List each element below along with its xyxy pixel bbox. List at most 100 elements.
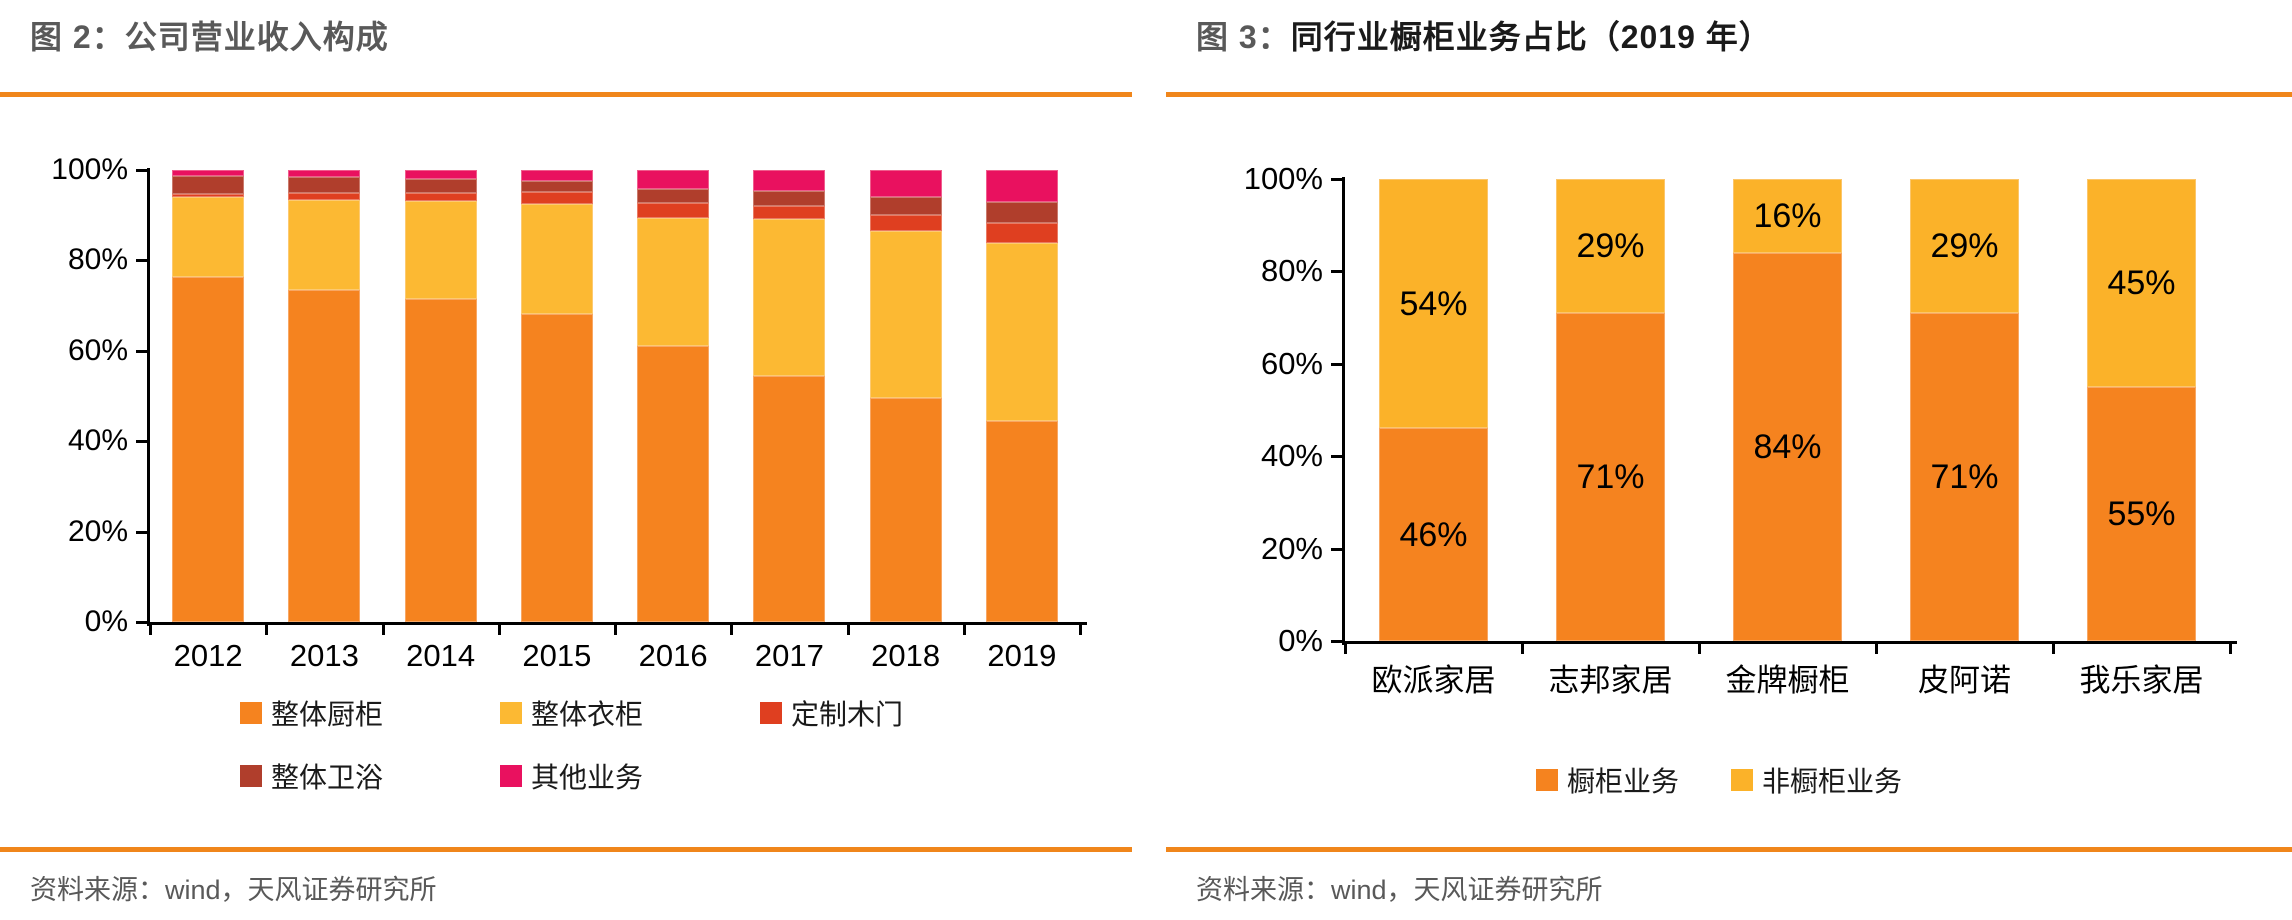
x-tick — [1521, 644, 1524, 654]
bar-segment-整体衣柜 — [869, 231, 942, 399]
legend: 橱柜业务 非橱柜业务 — [1146, 760, 2292, 800]
legend-label-定制木门: 定制木门 — [791, 699, 904, 730]
bar-segment-整体厨柜 — [637, 346, 710, 622]
bar-2012 — [172, 170, 245, 622]
x-tick — [149, 625, 152, 635]
x-tick — [2229, 644, 2232, 654]
bar-2013 — [288, 170, 361, 622]
bar-value-label: 46% — [1399, 515, 1468, 554]
legend-label-整体卫浴: 整体卫浴 — [271, 762, 384, 793]
bar-segment-橱柜业务 — [1378, 428, 1489, 641]
legend-swatch-整体卫浴 — [240, 765, 262, 787]
bar-segment-非橱柜业务 — [2086, 179, 2197, 387]
footer-divider-right — [1166, 847, 2292, 852]
x-tick — [265, 625, 269, 635]
bar-segment-其他业务 — [172, 170, 245, 176]
bar-segment-整体卫浴 — [288, 176, 361, 193]
legend-item-橱柜业务: 橱柜业务 — [1535, 760, 1679, 800]
bar-segment-定制木门 — [404, 192, 477, 202]
x-tick — [1079, 625, 1082, 635]
bar-segment-其他业务 — [637, 170, 710, 189]
y-tick — [136, 621, 147, 624]
bar-segment-其他业务 — [404, 170, 477, 179]
y-tick-label: 100% — [1243, 161, 1323, 196]
x-tick — [730, 625, 734, 635]
legend-label-其他业务: 其他业务 — [531, 762, 644, 793]
bar-2014 — [404, 170, 477, 622]
bar-segment-其他业务 — [985, 170, 1058, 203]
bar-segment-定制木门 — [637, 202, 710, 218]
source-label-left: 资料来源： — [30, 875, 165, 905]
y-tick — [136, 440, 147, 444]
legend-label-整体厨柜: 整体厨柜 — [271, 699, 384, 730]
bar-2017 — [753, 170, 826, 622]
x-tick — [2052, 644, 2055, 654]
x-category-label: 2014 — [406, 638, 476, 673]
x-tick — [1698, 644, 1701, 654]
bar-欧派家居: 46% 54% — [1378, 179, 1489, 641]
bar-segment-非橱柜业务 — [1732, 179, 1843, 253]
legend-swatch-非橱柜业务 — [1731, 769, 1753, 791]
bar-segment-整体衣柜 — [172, 196, 245, 278]
legend-label-非橱柜业务: 非橱柜业务 — [1762, 766, 1903, 797]
bar-segment-整体卫浴 — [637, 188, 710, 203]
bar-value-label: 55% — [2107, 494, 2176, 533]
y-tick — [136, 349, 147, 353]
x-category-label: 2018 — [871, 638, 941, 673]
source-label-right: 资料来源： — [1196, 875, 1331, 905]
x-tick — [1344, 644, 1347, 654]
bar-segment-定制木门 — [985, 222, 1058, 244]
bar-segment-定制木门 — [520, 191, 593, 205]
x-tick — [962, 625, 966, 635]
bar-segment-定制木门 — [172, 193, 245, 197]
bar-segment-橱柜业务 — [1555, 312, 1666, 641]
x-category-label: 皮阿诺 — [1918, 663, 2011, 698]
bar-segment-整体卫浴 — [869, 197, 942, 216]
chart-title-left-text: 公司营业收入构成 — [124, 19, 389, 55]
bar-segment-整体厨柜 — [520, 314, 593, 622]
revenue-composition-chart: 100% 80% 60% 40% 20% 0% 2012 2013 2014 2015 2016 20… — [51, 153, 1087, 796]
bar-segment-定制木门 — [869, 215, 942, 232]
y-tick — [1331, 455, 1342, 459]
bar-segment-其他业务 — [288, 170, 361, 177]
x-category-label: 2015 — [522, 638, 592, 673]
bar-value-label: 71% — [1930, 458, 1999, 496]
y-tick — [1331, 362, 1342, 366]
legend-item-整体厨柜: 整体厨柜 — [240, 693, 383, 733]
bar-皮阿诺: 71% 29% — [1909, 179, 2020, 641]
legend-item-其他业务: 其他业务 — [500, 756, 643, 796]
bar-segment-整体厨柜 — [404, 298, 477, 622]
y-tick-label: 80% — [1260, 253, 1323, 289]
x-category-label: 2016 — [638, 638, 708, 673]
bar-segment-其他业务 — [753, 170, 826, 191]
y-tick — [1331, 270, 1342, 274]
source-note-left: 资料来源：wind，天风证券研究所 — [30, 868, 437, 907]
bar-segment-整体卫浴 — [520, 181, 593, 192]
bar-segment-整体卫浴 — [404, 178, 477, 193]
legend-label-橱柜业务: 橱柜业务 — [1566, 766, 1679, 797]
bar-segment-其他业务 — [869, 170, 942, 198]
y-tick — [1331, 547, 1342, 551]
x-tick — [1875, 644, 1878, 654]
y-tick — [136, 169, 147, 172]
bar-segment-非橱柜业务 — [1555, 179, 1666, 313]
bar-value-label: 45% — [2107, 263, 2176, 302]
legend-swatch-整体厨柜 — [240, 702, 262, 724]
chart-title-left-number: 图 2： — [30, 19, 125, 55]
bar-segment-其他业务 — [520, 170, 593, 182]
bar-value-label: 29% — [1930, 227, 1999, 265]
source-note-right: 资料来源：wind，天风证券研究所 — [1196, 868, 1603, 907]
y-tick-label: 80% — [67, 243, 128, 277]
x-category-label: 我乐家居 — [2079, 663, 2204, 698]
y-tick-label: 40% — [67, 424, 128, 458]
y-tick-label: 60% — [1260, 345, 1323, 381]
x-category-label: 2013 — [289, 638, 359, 673]
source-text-right: wind，天风证券研究所 — [1331, 875, 1603, 905]
bar-2019 — [985, 170, 1058, 622]
x-category-label: 2012 — [173, 638, 243, 673]
bar-segment-橱柜业务 — [1732, 252, 1843, 641]
bar-segment-整体衣柜 — [520, 204, 593, 315]
bar-segment-整体厨柜 — [172, 277, 245, 622]
x-tick — [497, 625, 501, 635]
bar-segment-整体厨柜 — [288, 289, 361, 622]
